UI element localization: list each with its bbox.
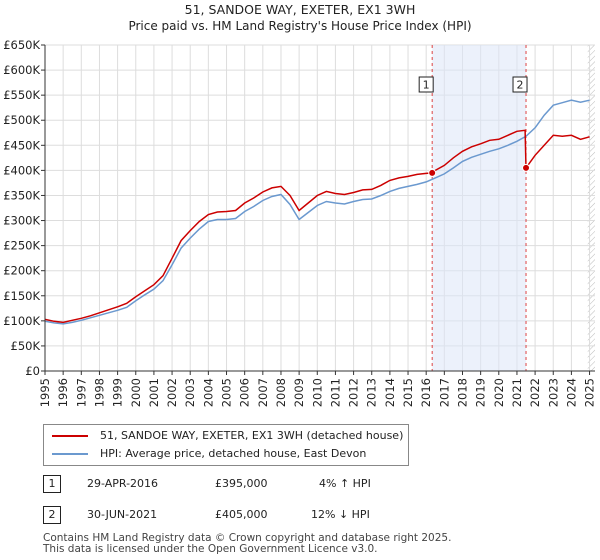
y-tick-label: £0 bbox=[25, 364, 40, 378]
legend-swatch-blue bbox=[52, 453, 88, 455]
y-axis: £0 £50K £100K £150K £200K £250K £300K £350K £400… bbox=[3, 38, 46, 378]
transaction-price: £395,000 bbox=[215, 477, 268, 490]
series-line-property bbox=[45, 129, 590, 324]
x-tick-label: 2004 bbox=[201, 378, 215, 407]
x-tick-label: 1995 bbox=[38, 378, 52, 407]
transaction-price: £405,000 bbox=[215, 508, 268, 521]
x-tick-label: 1997 bbox=[74, 378, 88, 407]
x-tick-label: 2016 bbox=[419, 378, 433, 407]
x-axis: 1995 1996 1997 1998 1999 2000 2001 2002 2003 2004… bbox=[38, 370, 597, 407]
sale-point bbox=[522, 163, 531, 172]
x-tick-label: 2019 bbox=[474, 378, 488, 407]
transaction-hpi-diff: 12% ↓ HPI bbox=[311, 508, 370, 521]
x-tick-label: 2010 bbox=[310, 378, 324, 407]
marker-badge bbox=[512, 76, 528, 93]
y-tick-label: £600K bbox=[3, 63, 40, 77]
x-tick-label: 2006 bbox=[238, 378, 252, 407]
y-tick-label: £250K bbox=[3, 239, 40, 253]
sale-point bbox=[428, 168, 437, 177]
marker-label: 1 bbox=[423, 79, 430, 92]
y-tick-label: £150K bbox=[3, 289, 40, 303]
price-chart: 51, SANDOE WAY, EXETER, EX1 3WH Price pa… bbox=[3, 2, 597, 407]
x-tick-label: 2017 bbox=[437, 378, 451, 407]
highlight-range bbox=[431, 45, 527, 371]
transaction-number: 2 bbox=[43, 506, 61, 524]
x-tick-label: 2014 bbox=[383, 378, 397, 407]
legend: 51, SANDOE WAY, EXETER, EX1 3WH (detache… bbox=[43, 424, 409, 466]
x-tick-label: 2007 bbox=[256, 378, 270, 407]
x-tick-label: 1996 bbox=[56, 378, 70, 407]
x-tick-label: 2021 bbox=[510, 378, 524, 407]
x-tick-label: 2020 bbox=[492, 378, 506, 407]
x-tick-label: 2013 bbox=[365, 378, 379, 407]
y-tick-label: £300K bbox=[3, 214, 40, 228]
x-tick-label: 2015 bbox=[401, 378, 415, 407]
series-line-hpi bbox=[45, 99, 590, 325]
transaction-number: 1 bbox=[43, 475, 61, 493]
x-tick-label: 2003 bbox=[183, 378, 197, 407]
x-tick-label: 2011 bbox=[328, 378, 342, 407]
x-tick-label: 2022 bbox=[528, 378, 542, 407]
x-tick-label: 2001 bbox=[147, 378, 161, 407]
x-tick-label: 2025 bbox=[583, 378, 597, 407]
transaction-row: 2 30-JUN-2021 £405,000 12% ↓ HPI bbox=[43, 505, 563, 525]
x-tick-label: 2005 bbox=[220, 378, 234, 407]
y-tick-label: £100K bbox=[3, 314, 40, 328]
future-hatch bbox=[587, 45, 595, 371]
chart-title: 51, SANDOE WAY, EXETER, EX1 3WH bbox=[185, 2, 416, 17]
x-tick-label: 2023 bbox=[546, 378, 560, 407]
shaded-period bbox=[432, 45, 527, 371]
marker-label: 2 bbox=[517, 79, 524, 92]
transaction-date: 29-APR-2016 bbox=[87, 477, 159, 490]
y-tick-label: £400K bbox=[3, 163, 40, 177]
legend-item-hpi: HPI: Average price, detached house, East… bbox=[52, 445, 366, 463]
legend-label-hpi: HPI: Average price, detached house, East… bbox=[100, 447, 367, 460]
x-tick-label: 2012 bbox=[347, 378, 361, 407]
legend-item-property: 51, SANDOE WAY, EXETER, EX1 3WH (detache… bbox=[52, 427, 403, 445]
marker-badge bbox=[418, 76, 434, 93]
chart-subtitle: Price paid vs. HM Land Registry's House … bbox=[128, 19, 471, 33]
y-tick-label: £50K bbox=[11, 339, 41, 353]
footer-copyright: Contains HM Land Registry data © Crown c… bbox=[43, 532, 452, 544]
y-tick-label: £550K bbox=[3, 88, 40, 102]
x-tick-label: 2008 bbox=[274, 378, 288, 407]
y-tick-label: £500K bbox=[3, 113, 40, 127]
x-tick-label: 2009 bbox=[292, 378, 306, 407]
legend-label-property: 51, SANDOE WAY, EXETER, EX1 3WH (detache… bbox=[100, 429, 404, 442]
x-tick-label: 1998 bbox=[92, 378, 106, 407]
series-lines bbox=[45, 99, 590, 325]
x-tick-label: 2000 bbox=[129, 378, 143, 407]
x-tick-label: 2002 bbox=[165, 378, 179, 407]
y-tick-label: £350K bbox=[3, 188, 40, 202]
footer-licence: This data is licensed under the Open Gov… bbox=[43, 543, 378, 555]
x-tick-label: 2018 bbox=[455, 378, 469, 407]
transaction-hpi-diff: 4% ↑ HPI bbox=[319, 477, 371, 490]
y-tick-label: £650K bbox=[3, 38, 40, 52]
x-tick-label: 2024 bbox=[564, 378, 578, 407]
y-tick-label: £200K bbox=[3, 264, 40, 278]
transaction-date: 30-JUN-2021 bbox=[87, 508, 158, 521]
transaction-row: 1 29-APR-2016 £395,000 4% ↑ HPI bbox=[43, 474, 563, 494]
y-tick-label: £450K bbox=[3, 138, 40, 152]
x-tick-label: 1999 bbox=[111, 378, 125, 407]
legend-swatch-red bbox=[52, 435, 88, 437]
